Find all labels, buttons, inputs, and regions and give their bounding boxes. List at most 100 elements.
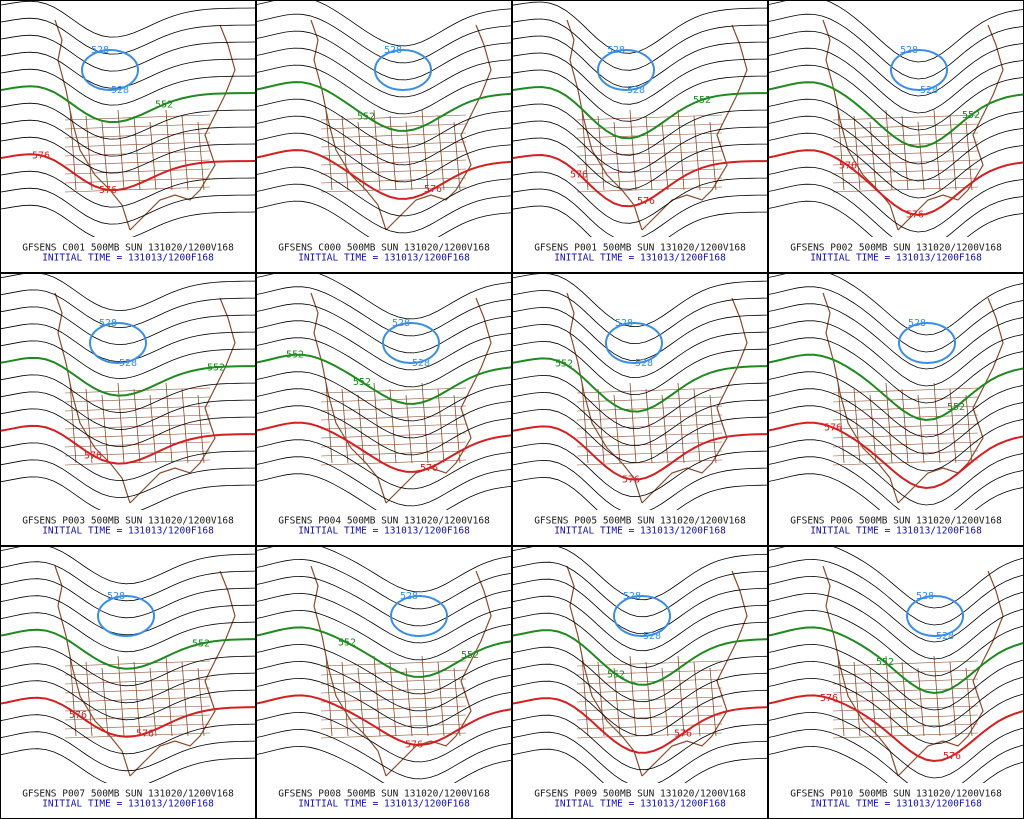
contour: [1, 136, 255, 174]
contour: [513, 578, 767, 635]
panel-frame: [512, 546, 768, 819]
state-line: [405, 121, 413, 191]
contour-label: 576: [420, 463, 438, 474]
contour: [513, 274, 767, 328]
panel-caption: GFSENS P008 500MB SUN 131020/1200V168: [278, 789, 490, 800]
contour: [257, 115, 511, 166]
contour: [1, 1, 255, 38]
contour-528: [906, 595, 964, 637]
state-line: [320, 150, 467, 157]
state-line: [64, 459, 211, 466]
contour: [1, 34, 255, 72]
state-line: [325, 382, 333, 464]
contour: [257, 592, 511, 644]
state-line: [325, 655, 333, 737]
state-line: [421, 382, 429, 464]
initial-time: INITIAL TIME = 131013/1200F168: [298, 253, 470, 264]
contour: [257, 660, 511, 712]
contour: [769, 337, 1023, 404]
contour: [1, 170, 255, 208]
state-line: [320, 186, 467, 193]
contour: [513, 547, 767, 601]
state-line: [576, 669, 723, 676]
contour: [257, 371, 511, 422]
map-area: 528 528 552 576: [1, 274, 255, 510]
contour-552: [257, 81, 511, 132]
contour-label: 528: [119, 358, 137, 369]
state-line: [373, 382, 381, 464]
state-line: [576, 132, 723, 139]
contour: [257, 558, 511, 610]
state-line: [917, 394, 925, 464]
contour: [1, 663, 255, 704]
contour: [257, 405, 511, 456]
contour-label: 552: [962, 110, 980, 121]
contour: [1, 547, 255, 585]
contour: [513, 103, 767, 156]
state-line: [320, 441, 467, 448]
state-line: [325, 109, 333, 191]
contour-label: 576: [84, 451, 102, 462]
state-line: [576, 177, 723, 184]
state-line: [101, 394, 109, 464]
contour-528: [605, 322, 663, 364]
state-line: [901, 115, 909, 191]
contour-label: 528: [392, 318, 410, 329]
state-line: [320, 141, 467, 148]
contour-label: 552: [155, 99, 173, 110]
state-line: [576, 678, 723, 685]
contour: [513, 561, 767, 618]
contour-label: 552: [338, 638, 356, 649]
contour: [769, 320, 1023, 387]
contour-552: [257, 353, 511, 405]
contour: [257, 337, 511, 388]
state-line: [320, 687, 467, 694]
state-line: [832, 405, 979, 412]
contour-label: 528: [623, 591, 641, 602]
state-line: [320, 123, 467, 130]
state-line: [357, 121, 365, 191]
contour-label: 552: [876, 657, 894, 668]
state-line: [576, 450, 723, 457]
state-line: [64, 441, 211, 448]
contour: [513, 408, 767, 464]
state-line: [149, 394, 157, 464]
contour-label: 576: [136, 729, 154, 740]
contour-label: 576: [405, 740, 423, 751]
contour: [1, 714, 255, 755]
initial-time: INITIAL TIME = 131013/1200F168: [554, 253, 726, 264]
state-line: [437, 661, 445, 737]
state-line: [320, 405, 467, 412]
state-line: [832, 186, 979, 193]
state-line: [64, 177, 211, 184]
contour-label: 576: [99, 185, 117, 196]
map-area: 528 528 552 576: [513, 274, 767, 510]
contour: [257, 439, 511, 490]
state-line: [661, 394, 669, 464]
contour: [1, 17, 255, 55]
contour: [513, 340, 767, 396]
contour-label: 528: [635, 358, 653, 369]
contour: [769, 677, 1023, 745]
contour-label: 576: [839, 161, 857, 172]
contour: [769, 132, 1023, 199]
state-line: [949, 661, 957, 737]
state-line: [133, 661, 141, 737]
contour: [769, 660, 1023, 728]
panel-caption: GFSENS P003 500MB SUN 131020/1200V168: [22, 516, 234, 527]
contour-552: [257, 626, 511, 678]
contour: [513, 205, 767, 237]
state-line: [832, 387, 979, 394]
state-line: [832, 423, 979, 430]
map-panel: 528 552 552 576 GFSENS P008 500MB SUN 131020…: [256, 546, 512, 819]
contour-528: [382, 322, 440, 364]
state-line: [629, 382, 637, 464]
state-line: [576, 732, 723, 739]
state-line: [613, 121, 621, 191]
state-line: [832, 396, 979, 403]
state-line: [64, 396, 211, 403]
contour-label: 552: [693, 95, 711, 106]
contour-label: 552: [286, 350, 304, 361]
state-line: [181, 388, 189, 464]
